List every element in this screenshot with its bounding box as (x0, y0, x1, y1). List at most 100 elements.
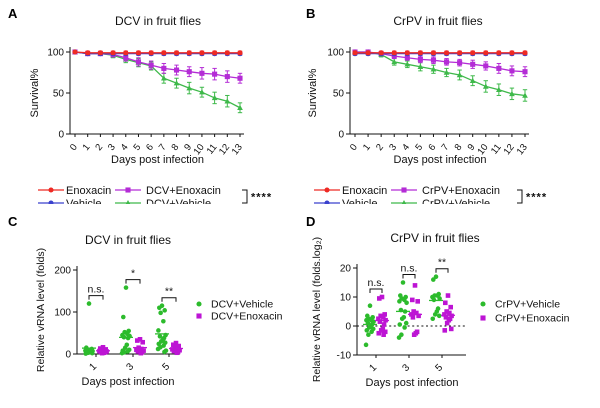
x-tick-label: 3 (387, 142, 399, 153)
data-point (363, 342, 369, 348)
data-point (173, 50, 180, 56)
legend-label: CrPV+Enoxacin (422, 185, 500, 197)
data-point (137, 337, 143, 342)
data-point (157, 305, 162, 311)
significance-bracket (88, 295, 104, 300)
legend-marker (480, 315, 486, 321)
x-tick-label: 9 (466, 142, 478, 153)
data-point (470, 50, 476, 56)
data-point (522, 50, 528, 56)
x-tick-label: 2 (93, 142, 105, 153)
data-point (402, 325, 407, 330)
data-point (382, 312, 387, 317)
data-point (97, 50, 103, 56)
data-point (100, 344, 106, 350)
data-point (148, 50, 154, 56)
data-point (443, 300, 448, 306)
data-point (391, 50, 397, 56)
x-tick-label: 13 (515, 142, 530, 157)
legend-marker (48, 187, 54, 193)
data-point (522, 92, 528, 98)
data-point (433, 274, 439, 279)
data-point (378, 328, 384, 333)
data-point (456, 71, 463, 78)
data-point (161, 65, 167, 71)
legend-marker (401, 187, 407, 193)
data-point (378, 50, 384, 56)
legend-label: CrPV+Vehicle (422, 198, 490, 204)
x-tick-label: 3 (106, 142, 118, 153)
data-point (174, 350, 180, 356)
data-point (224, 50, 230, 56)
y-tick-label: 0 (345, 322, 351, 333)
data-point (443, 315, 449, 320)
data-point (212, 50, 218, 56)
data-point (85, 50, 91, 56)
data-point (160, 75, 167, 81)
significance-bracket (161, 297, 177, 302)
x-tick-label: 1 (367, 362, 379, 374)
significance-bracket (402, 274, 416, 279)
panel-label-b: B (306, 6, 316, 21)
data-point (400, 280, 406, 285)
legend-marker (196, 313, 202, 319)
data-point (138, 350, 144, 356)
legend-label: Enoxacin (66, 185, 111, 197)
data-point (444, 320, 450, 326)
legend-label: DCV+Enoxacin (146, 185, 221, 197)
data-point (173, 67, 180, 73)
x-tick-label: 2 (374, 142, 386, 153)
panel-label-d: D (306, 214, 316, 229)
data-point (443, 69, 450, 75)
data-point (409, 312, 414, 317)
x-tick-label: 5 (131, 142, 143, 153)
legend-marker (125, 187, 131, 193)
data-point (162, 349, 167, 355)
data-point (396, 335, 402, 340)
data-point (99, 350, 105, 356)
data-point (444, 309, 449, 314)
x-tick-label: 7 (157, 142, 169, 153)
significance-label: n.s. (401, 263, 418, 275)
x-axis-label: Days post infection (366, 377, 459, 389)
legend-marker (324, 187, 330, 193)
data-point (509, 50, 515, 56)
chart-title: CrPV in fruit flies (390, 231, 479, 245)
y-tick-label: 50 (333, 89, 345, 100)
data-point (442, 312, 447, 317)
data-point (161, 318, 166, 324)
legend-marker (324, 200, 330, 204)
data-point (482, 83, 489, 89)
x-tick-label: 5 (160, 361, 172, 373)
data-point (158, 310, 163, 316)
data-point (352, 50, 358, 56)
data-point (364, 328, 370, 333)
data-point (199, 70, 205, 76)
data-point (119, 350, 125, 356)
data-point (135, 349, 141, 354)
data-point (365, 50, 371, 56)
significance-bracket (125, 279, 141, 284)
significance-stars: **** (526, 192, 547, 204)
data-point (402, 309, 408, 314)
significance-label: n.s. (88, 284, 105, 296)
data-point (135, 59, 142, 65)
data-point (224, 98, 231, 104)
data-point (495, 86, 502, 92)
data-point (366, 332, 371, 337)
data-point (135, 50, 142, 56)
legend-label: Enoxacin (342, 185, 387, 197)
x-tick-label: 8 (169, 142, 181, 153)
data-point (376, 330, 382, 336)
data-point (123, 55, 129, 61)
legend-marker (125, 200, 131, 204)
data-point (365, 320, 371, 326)
data-point (186, 85, 193, 91)
y-tick-label: 100 (327, 48, 344, 59)
data-point (383, 317, 388, 323)
y-tick-label: 100 (54, 308, 71, 319)
data-point (404, 61, 411, 67)
data-point (224, 74, 230, 80)
x-axis-label: Days post infection (394, 154, 487, 166)
